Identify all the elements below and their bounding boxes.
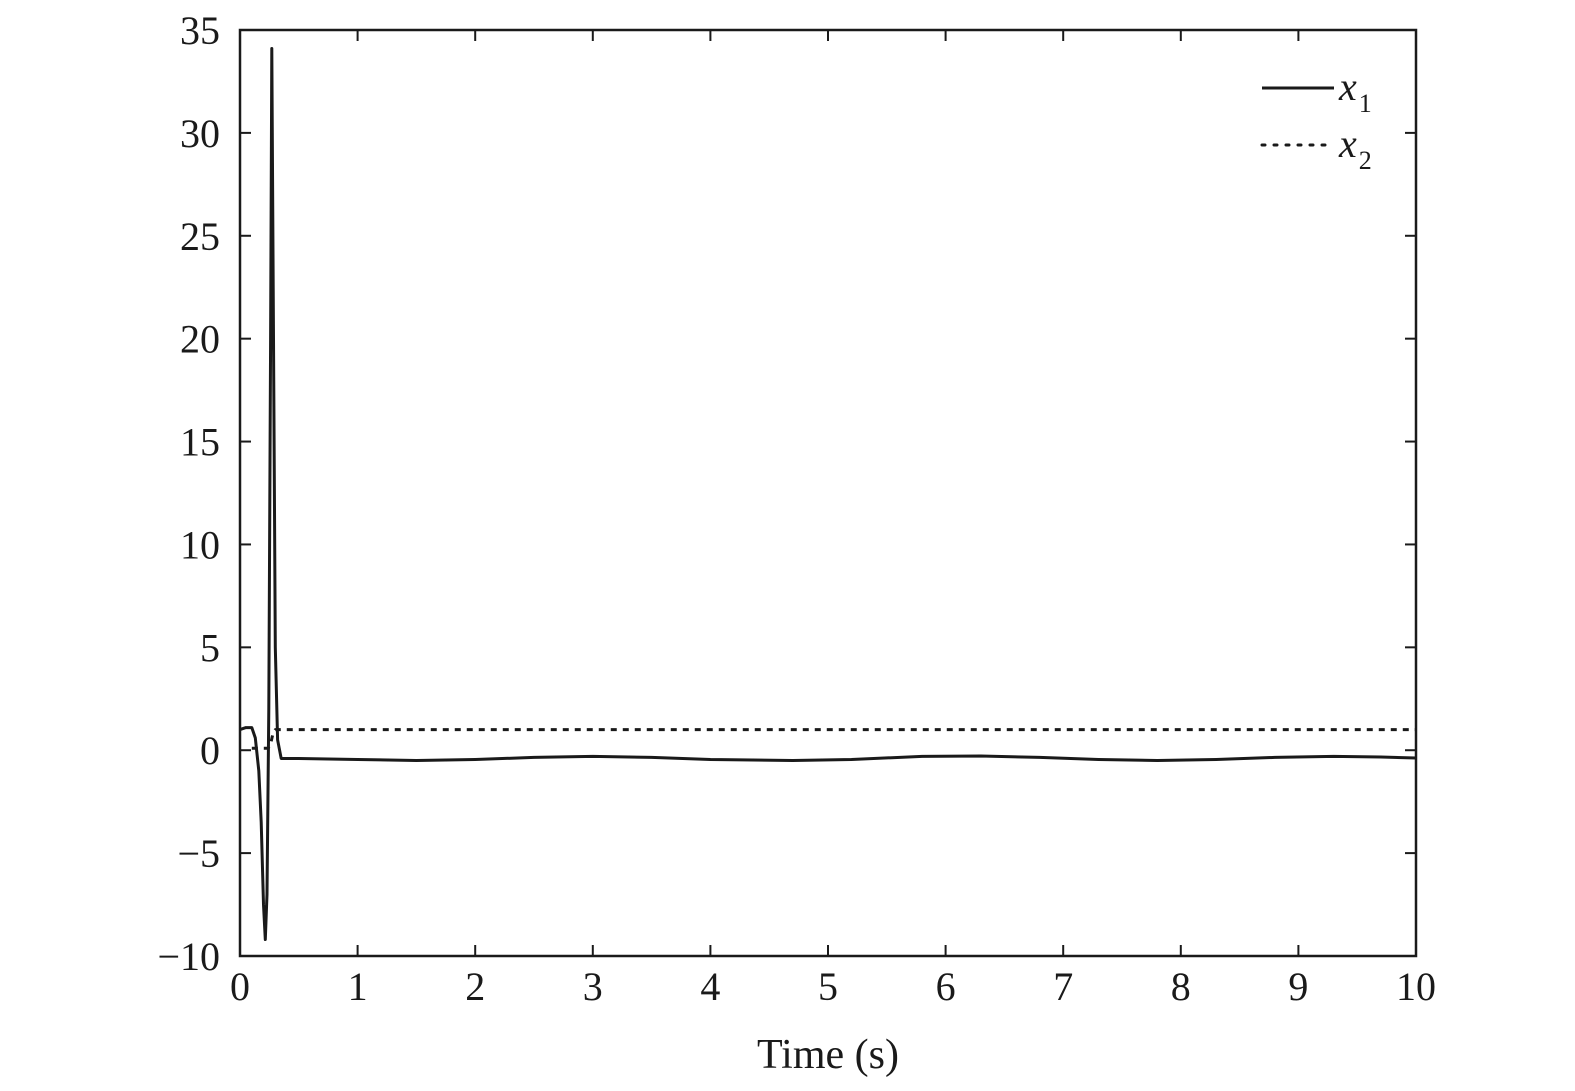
y-tick-label: 15	[180, 420, 220, 465]
legend-label-subscript: 2	[1359, 146, 1372, 175]
series-line-x1	[239, 47, 1417, 941]
y-tick-label: 25	[180, 214, 220, 259]
x-axis-ticks: 0 1 2 3 4 5 6 7 8 9 10	[230, 30, 1436, 1009]
x-tick-label: 9	[1288, 964, 1308, 1009]
legend-label-base: x	[1338, 121, 1357, 166]
y-tick-label: −5	[177, 831, 220, 876]
x-tick-label: 2	[465, 964, 485, 1009]
y-tick-label: 5	[200, 625, 220, 670]
x-tick-label: 10	[1396, 964, 1436, 1009]
series-layer	[239, 47, 1417, 941]
y-tick-label: 10	[180, 522, 220, 567]
y-axis-ticks: −10 −5 0 5 10 15 20 25 30 35	[157, 8, 1416, 979]
y-tick-label: −10	[157, 934, 220, 979]
x-tick-label: 6	[936, 964, 956, 1009]
x-tick-label: 7	[1053, 964, 1073, 1009]
y-tick-label: 20	[180, 317, 220, 362]
legend-label-subscript: 1	[1359, 89, 1372, 118]
x-axis-title: Time (s)	[757, 1032, 899, 1078]
y-tick-label: 35	[180, 8, 220, 53]
x-tick-label: 1	[348, 964, 368, 1009]
legend-label-x1: x1	[1338, 64, 1372, 118]
y-tick-label: 0	[200, 728, 220, 773]
plot-area	[238, 28, 1418, 958]
x-tick-label: 3	[583, 964, 603, 1009]
x-tick-label: 0	[230, 964, 250, 1009]
legend-label-base: x	[1338, 64, 1357, 109]
x-tick-label: 5	[818, 964, 838, 1009]
x-tick-label: 4	[700, 964, 720, 1009]
y-tick-label: 30	[180, 111, 220, 156]
legend-label-x2: x2	[1338, 121, 1372, 175]
x-tick-label: 8	[1171, 964, 1191, 1009]
